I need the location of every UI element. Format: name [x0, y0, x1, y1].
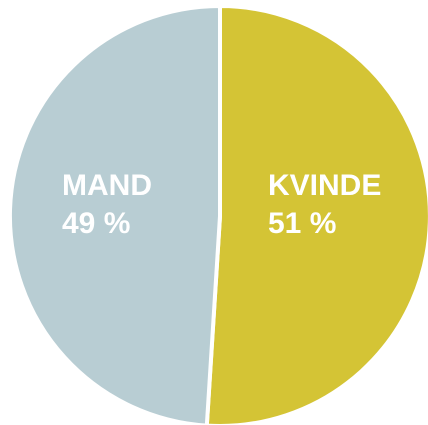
pie-slice-kvinde — [204, 3, 428, 425]
slice-label-mand: MAND — [62, 169, 152, 202]
pie-labels: KVINDE 51 % MAND 49 % — [62, 169, 381, 240]
pie-slice-mand — [7, 3, 222, 425]
slice-label-kvinde: KVINDE — [268, 169, 381, 202]
slice-value-kvinde: 51 % — [268, 207, 336, 240]
pie-slices — [7, 3, 428, 425]
slice-value-mand: 49 % — [62, 207, 130, 240]
